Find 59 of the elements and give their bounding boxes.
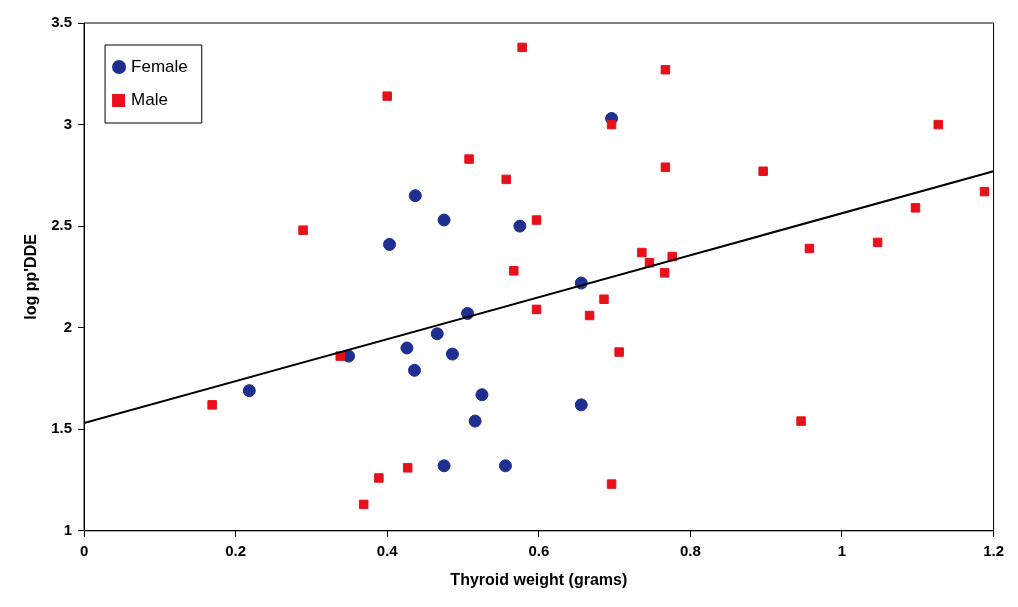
point [606, 479, 617, 489]
point [660, 64, 671, 75]
point [614, 347, 624, 357]
point [501, 174, 511, 185]
y-tick-label: 2.5 [51, 216, 73, 234]
legend-label: Male [131, 89, 168, 109]
point [437, 213, 451, 227]
point [475, 388, 489, 402]
point [430, 327, 444, 341]
point [606, 119, 617, 130]
point [910, 203, 921, 213]
y-tick-label: 3 [63, 114, 73, 132]
point [933, 119, 943, 130]
point [408, 189, 422, 203]
point [468, 414, 482, 428]
point [445, 347, 459, 361]
x-tick-label: 0.6 [528, 541, 550, 559]
point [758, 166, 768, 177]
point [437, 459, 451, 473]
point [531, 304, 542, 315]
point [513, 219, 527, 233]
point [796, 416, 806, 426]
point [584, 310, 595, 321]
point [509, 266, 519, 276]
point [498, 459, 512, 473]
point [637, 247, 647, 258]
point [979, 186, 990, 197]
point [207, 400, 217, 410]
point [531, 215, 542, 225]
point [599, 294, 609, 304]
point [660, 162, 671, 172]
x-tick-label: 1.2 [983, 541, 1004, 559]
x-axis-title: Thyroid weight (grams) [450, 570, 628, 588]
point [659, 268, 670, 278]
point [408, 363, 422, 377]
y-tick-label: 2 [63, 317, 73, 335]
point [382, 91, 392, 101]
x-tick-label: 0.8 [679, 541, 701, 559]
point [298, 225, 308, 235]
y-tick-label: 1.5 [51, 419, 73, 437]
point [402, 463, 413, 473]
x-tick-label: 1 [837, 541, 847, 559]
point [400, 341, 414, 355]
y-axis-title: log pp'DDE [22, 233, 40, 320]
x-tick-label: 0 [79, 541, 89, 559]
point [242, 384, 256, 398]
point [517, 42, 527, 53]
point [464, 154, 474, 164]
x-tick-label: 0.4 [376, 541, 399, 559]
y-tick-label: 1 [63, 520, 73, 538]
point [872, 237, 883, 248]
y-tick-label: 3.5 [51, 13, 73, 31]
point [804, 243, 815, 254]
point [374, 473, 384, 483]
x-tick-label: 0.2 [225, 541, 247, 559]
point [358, 499, 369, 510]
legend-label: Female [131, 56, 188, 76]
point [574, 398, 588, 412]
point [383, 237, 396, 251]
